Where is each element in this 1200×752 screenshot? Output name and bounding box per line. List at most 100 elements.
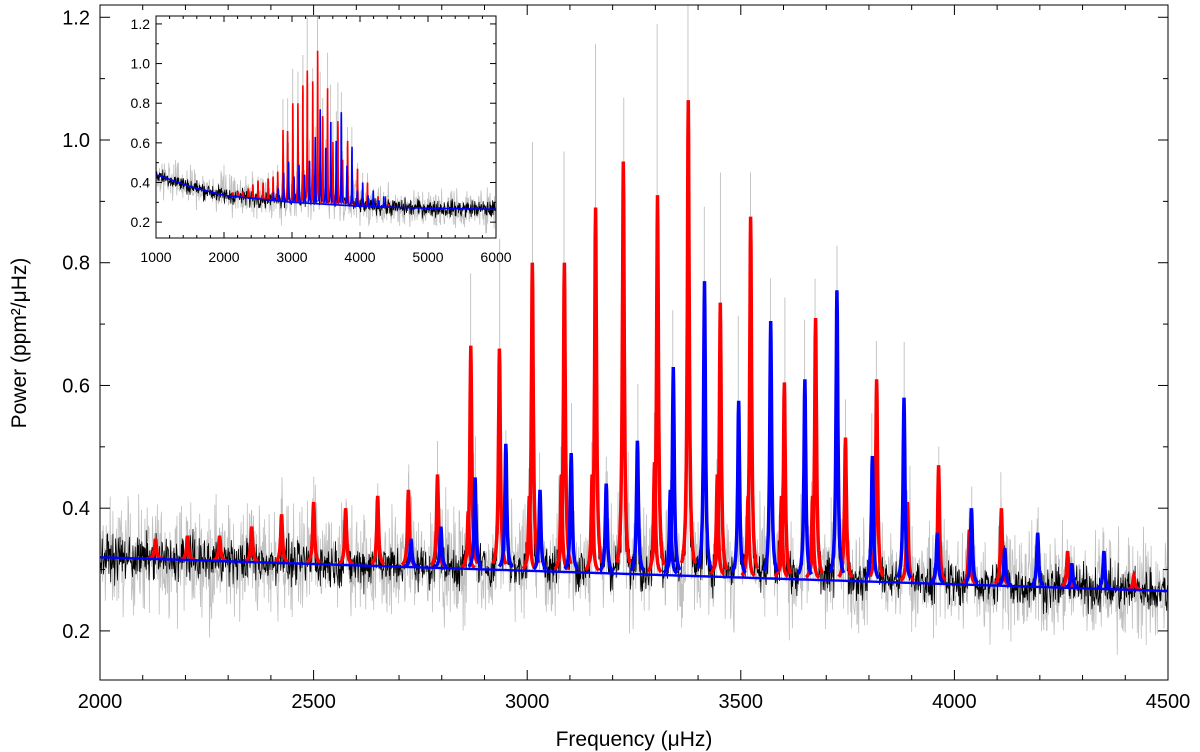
main-l1-model-peak <box>730 400 747 574</box>
main-l02-model-peak <box>306 501 322 565</box>
x-axis-title: Frequency (μHz) <box>556 728 713 751</box>
inset-y-tick-label: 1.2 <box>131 16 151 32</box>
main-l1-model-peak <box>828 290 846 574</box>
main-l1-model-peak <box>1065 563 1080 590</box>
main-background-fit <box>100 556 1168 593</box>
main-l02-model-peak <box>587 207 604 564</box>
main-raw-spectrum <box>100 290 1168 655</box>
inset-l02-model-peak <box>255 180 261 200</box>
main-l02-model-peak <box>807 317 824 574</box>
main-l02-model-peak <box>899 501 915 583</box>
inset-x-tick-label: 6000 <box>480 249 511 265</box>
inset-plot: 1000 2000 3000 4000 5000 6000 0.2 0.4 0.6 0.8 1.0 1… <box>131 15 512 265</box>
main-l02-model-peak <box>993 508 1010 586</box>
main-l02-model-peak <box>462 345 480 565</box>
inset-l1-model-peak <box>291 176 297 203</box>
inset-x-tick-label: 4000 <box>344 249 375 265</box>
main-l1-model-peak <box>762 320 779 573</box>
inset-l1-model-peak <box>355 190 360 207</box>
inset-l1-model-peak <box>307 160 312 203</box>
inset-l02-model-peak <box>265 178 271 200</box>
main-l02-model-peak <box>429 474 446 567</box>
main-l1-model-peak <box>563 452 579 571</box>
main-l1-model-peak <box>1096 550 1112 590</box>
inset-l1-model-peak <box>281 172 287 202</box>
main-l1-model-peak <box>895 397 913 579</box>
main-l1-model-peak <box>598 483 615 573</box>
main-y-tick-label: 1.0 <box>62 130 90 152</box>
main-l1-model-peak <box>930 532 945 585</box>
inset-background-fit <box>156 173 496 211</box>
main-l02-model-peak <box>370 495 386 566</box>
y-axis-title: Power (ppm²/μHz) <box>8 258 31 429</box>
main-plot: 2000 2500 3000 3500 4000 4500 0.2 0.4 0.6 0.8 1.0 1… <box>8 4 1191 751</box>
main-x-tick-label: 2500 <box>291 691 336 713</box>
main-l1-model-peak <box>997 547 1012 587</box>
main-l02-model-peak <box>712 302 729 571</box>
inset-l1-model-peak <box>302 174 307 203</box>
main-l02-model-peak <box>776 382 793 575</box>
inset-l02-model-peak <box>340 159 345 205</box>
main-l02-model-peak <box>180 535 195 562</box>
inset-y-tick-label: 0.4 <box>131 175 151 191</box>
main-l1-model-peak <box>796 379 814 576</box>
main-l02-model-peak <box>679 100 697 564</box>
inset-l1-model-peak <box>333 140 339 204</box>
inset-y-tick-label: 0.6 <box>131 135 151 151</box>
main-l1-model-peak <box>665 366 682 571</box>
inset-l1-model-peak <box>286 161 291 202</box>
main-y-tick-label: 0.4 <box>62 498 90 520</box>
inset-l1-model-peak <box>344 165 350 206</box>
inset-x-tick-label: 3000 <box>276 249 307 265</box>
main-frame <box>99 4 1169 681</box>
inset-l1-model-peak <box>338 112 344 203</box>
main-l02-model-peak <box>615 161 632 564</box>
main-l02-model-peak <box>244 526 259 563</box>
inset-l1-model-peak <box>349 146 355 205</box>
inset-l02-model-peak <box>260 182 266 200</box>
main-l1-model-peak <box>467 477 483 569</box>
inset-y-tick-label: 0.2 <box>131 214 151 230</box>
main-l1-model-peak <box>864 455 881 580</box>
inset-l1-model-peak <box>296 164 302 203</box>
main-x-tick-label: 4500 <box>1146 691 1191 713</box>
inset-frame <box>155 15 497 239</box>
main-l1-model-peak <box>696 281 713 570</box>
inset-l1-model-peak <box>323 147 329 204</box>
inset-l1-model-peak <box>312 136 318 203</box>
main-y-tick-label: 0.8 <box>62 253 90 275</box>
main-x-tick-label: 2000 <box>78 691 123 713</box>
main-x-tick-label: 3000 <box>505 691 550 713</box>
main-l02-model-peak <box>274 514 289 564</box>
inset-l1-model-peak <box>328 121 334 203</box>
main-l1-model <box>404 281 1112 590</box>
main-l02-model-peak <box>1060 550 1076 589</box>
inset-y-tick-label: 0.8 <box>131 95 151 111</box>
main-l1-model-peak <box>1030 532 1045 588</box>
main-l1-model-peak <box>964 508 979 585</box>
inset-x-tick-label: 5000 <box>412 249 443 265</box>
main-l02-model-peak <box>837 437 854 579</box>
inset-x-tick-label: 2000 <box>208 249 239 265</box>
inset-l02-model-peak <box>250 184 256 199</box>
inset-l1-model-peak <box>360 182 365 207</box>
main-x-tick-label: 4000 <box>932 691 977 713</box>
main-y-tick-label: 1.2 <box>62 7 90 29</box>
main-l1-model-peak <box>497 443 514 568</box>
main-l02-model-peak <box>742 216 759 569</box>
main-y-tick-label: 0.6 <box>62 375 90 397</box>
main-l02-model-peak <box>868 379 885 578</box>
inset-l1-model-peak <box>317 109 323 202</box>
main-l02-model-peak <box>212 535 227 563</box>
main-l02-model-peak <box>338 508 354 566</box>
main-l1-model-peak <box>433 526 449 569</box>
main-l1-model-peak <box>404 538 419 569</box>
main-l02-model-peak <box>649 195 666 566</box>
main-l1-model-peak <box>629 440 646 573</box>
inset-y-tick-label: 1.0 <box>131 56 151 72</box>
main-x-tick-label: 3500 <box>719 691 764 713</box>
main-l1-model-peak <box>532 489 548 571</box>
inset-l1-model-peak <box>371 190 376 207</box>
main-y-tick-label: 0.2 <box>62 621 90 643</box>
